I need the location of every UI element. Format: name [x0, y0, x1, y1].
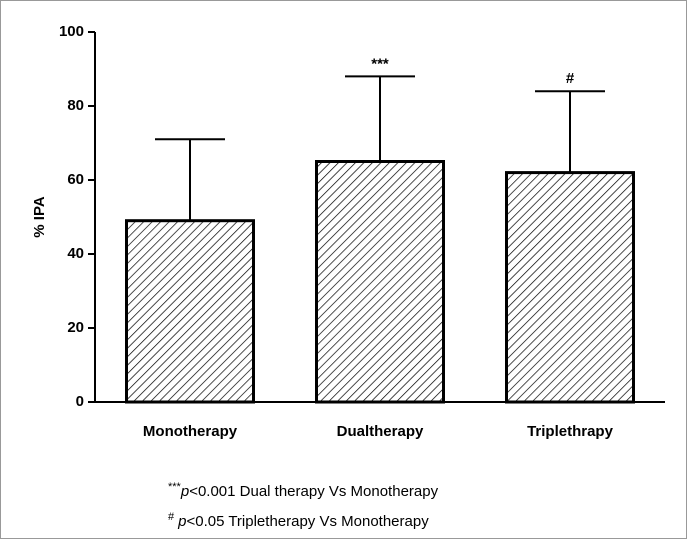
x-tick-label: Triplethrapy — [527, 423, 614, 440]
bar — [315, 160, 445, 404]
footnote-text: <0.05 Tripletherapy Vs Monotherapy — [186, 513, 429, 530]
y-tick-label: 40 — [67, 245, 84, 262]
bar — [125, 219, 255, 404]
bar — [505, 171, 635, 404]
footnote-text: <0.001 Dual therapy Vs Monotherapy — [189, 483, 438, 500]
y-tick-label: 100 — [59, 23, 84, 40]
significance-mark: # — [566, 70, 575, 87]
y-tick-label: 20 — [67, 319, 84, 336]
footnote: # p<0.05 Tripletherapy Vs Monotherapy — [168, 511, 429, 530]
y-tick-label: 80 — [67, 97, 84, 114]
y-tick-label: 0 — [76, 393, 84, 410]
footnote: ***p<0.001 Dual therapy Vs Monotherapy — [168, 481, 439, 500]
y-axis-label: % IPA — [31, 196, 48, 238]
x-tick-label: Dualtherapy — [337, 423, 424, 440]
footnote-p: p — [180, 483, 189, 500]
y-tick-label: 60 — [67, 171, 84, 188]
footnote-p: p — [177, 513, 186, 530]
x-tick-label: Monotherapy — [143, 423, 238, 440]
footnote-symbol: # — [168, 511, 175, 523]
footnote-symbol: *** — [168, 481, 182, 493]
significance-mark: *** — [371, 55, 389, 72]
